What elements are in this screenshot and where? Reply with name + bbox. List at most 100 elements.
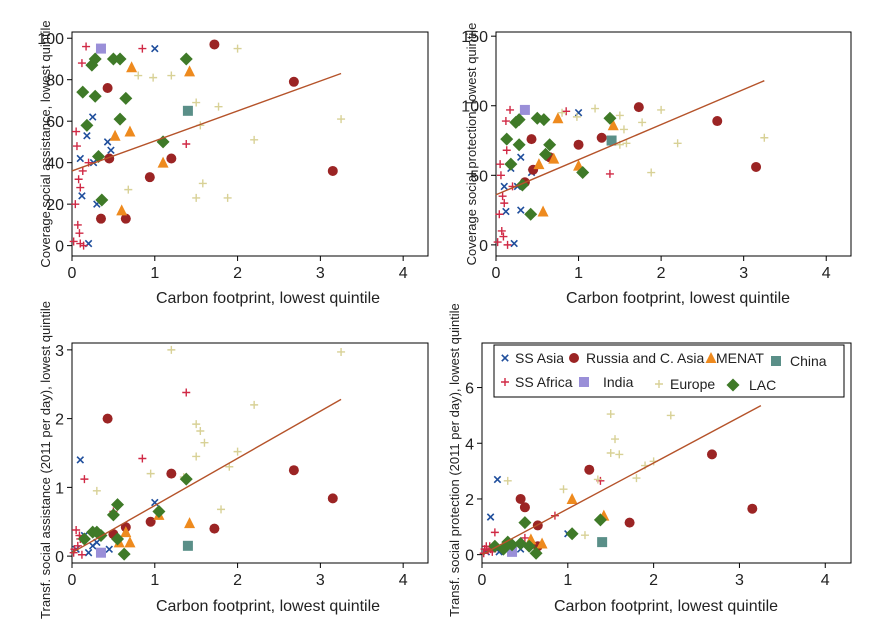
point-ss_africa [72,142,81,151]
x-tick-label: 2 [657,265,666,282]
legend-marker-china [771,356,781,366]
y-tick-label: 4 [465,436,474,453]
point-europe [223,193,232,202]
point-lac [565,527,579,541]
point-lac [117,547,131,561]
point-europe [134,71,143,80]
legend-marker-india [579,377,589,387]
plot-frame [481,342,852,564]
point-europe [666,411,675,420]
point-lac [95,193,109,207]
point-europe [619,125,628,134]
y-tick-label: 80 [46,73,64,90]
point-ss_asia [76,154,85,163]
point-europe [200,438,209,447]
point-ss_africa [506,105,515,114]
point-lac [512,138,526,152]
point-lac [152,504,166,518]
point-ss_asia [493,475,502,484]
point-menat [124,125,136,137]
point-lac [113,112,127,126]
point-menat [109,129,121,141]
y-axis-label: Transf. social protection (2011 per day)… [447,303,462,617]
point-russia_casia [633,102,644,113]
point-europe [192,193,201,202]
point-europe [217,505,226,514]
y-tick-label: 2 [465,492,474,509]
point-ss_africa [69,237,78,246]
y-axis-label: Coverage social assistance, lowest quint… [38,20,53,267]
legend-label-europe: Europe [670,376,715,392]
point-europe [250,400,259,409]
point-lac [77,532,91,546]
point-russia_casia [166,153,177,164]
point-europe [196,427,205,435]
point-lac [88,89,102,103]
y-tick-label: 3 [55,343,64,360]
y-tick-label: 0 [55,549,64,566]
y-tick-label: 150 [461,29,488,46]
point-ss_africa [82,42,91,51]
point-russia_casia [288,465,299,476]
point-lac [543,138,557,152]
y-tick-label: 6 [465,381,474,398]
plot-frame [71,342,429,564]
legend: SS Asia Russia and C. Asia MENAT China SS Af… [493,344,845,398]
point-menat [566,492,578,504]
point-ss_asia [486,513,495,521]
point-ss_africa [73,220,82,229]
y-tick-label: 60 [46,114,64,131]
point-russia_casia [144,172,155,183]
point-lac [106,508,120,522]
point-lac [76,85,90,99]
point-ss_asia [107,146,115,154]
x-tick-label: 4 [822,265,831,282]
point-europe [225,462,234,471]
panel-bottom-left-sa-transfers: 0 1 2 3 4 0 1 2 3 Carbon footprint, lowest quinti… [38,301,429,619]
point-russia_casia [706,449,717,460]
point-ss_africa [496,171,505,180]
point-europe [337,115,346,124]
point-menat [537,205,549,217]
point-ss_africa [496,160,505,169]
point-china [597,537,608,548]
point-lac [504,157,518,171]
point-lac [179,472,193,486]
legend-label-lac: LAC [749,377,776,393]
point-china [182,105,193,116]
point-lac [106,52,120,66]
x-tick-label: 2 [233,572,242,589]
legend-box [493,344,845,398]
point-europe [580,531,589,540]
point-ss_africa [520,533,529,542]
point-ss_africa [562,107,571,116]
x-axis-label: Carbon footprint, lowest quintile [156,598,380,615]
point-ss_africa [499,232,508,241]
point-ss_africa [75,229,84,238]
point-lac [593,513,607,527]
point-lac [119,91,133,105]
point-ss_africa [490,528,499,537]
point-lac [88,52,102,66]
point-menat [157,156,169,168]
point-lac [514,537,528,551]
point-lac [576,166,590,180]
x-tick-label: 3 [735,572,744,589]
point-europe [632,474,641,483]
point-ss_africa [480,545,489,554]
x-tick-label: 4 [399,572,408,589]
point-europe [192,98,201,107]
point-europe [146,469,155,478]
point-europe [167,71,176,80]
point-lac [111,532,125,546]
y-tick-label: 1 [55,480,64,497]
point-india [95,547,106,558]
point-ss_asia [78,192,86,200]
point-russia_casia [145,516,156,527]
point-ss_asia [88,113,97,121]
point-menat [607,119,619,131]
y-tick-label: 40 [46,156,64,173]
panel-bottom-right-sp-transfers: 0 1 2 3 4 0 2 4 6 Carbon footprint, lowest quinti… [447,303,852,617]
x-tick-label: 2 [233,265,242,282]
point-russia_casia [102,413,113,424]
